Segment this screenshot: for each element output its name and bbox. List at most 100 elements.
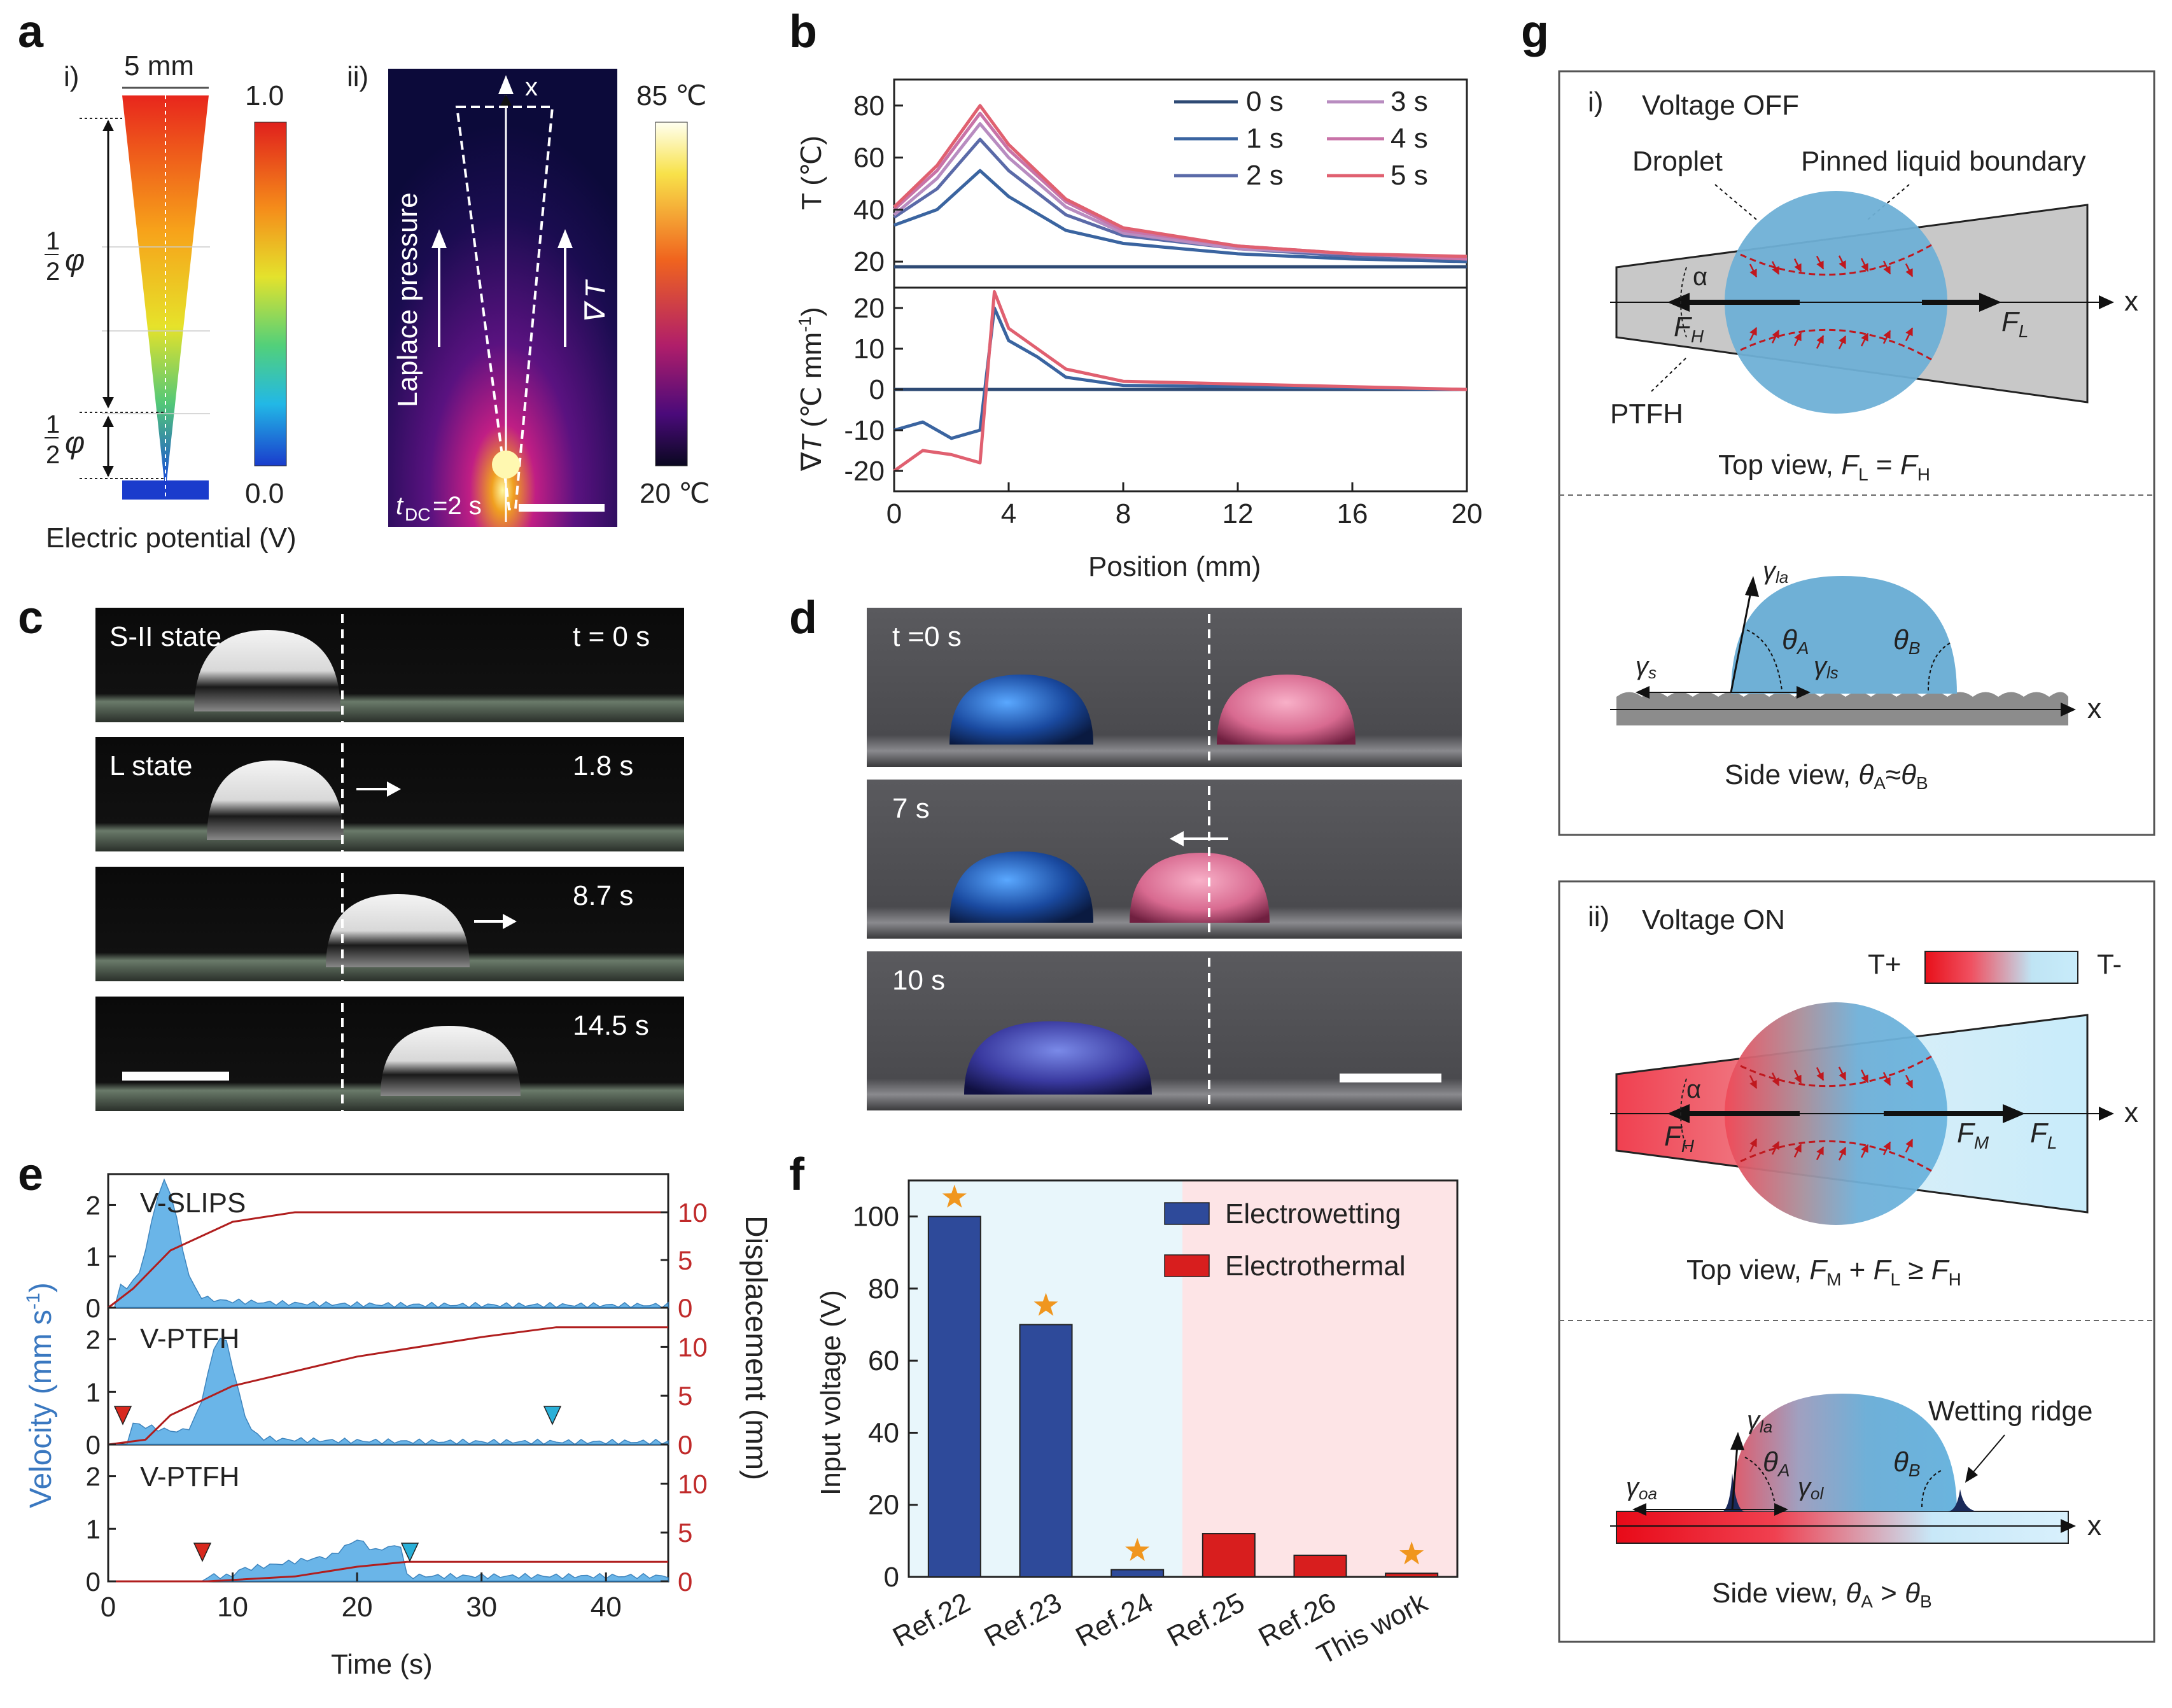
x-axis-arrowhead (2061, 703, 2076, 717)
category-label-1: Ref.23 (979, 1587, 1067, 1653)
theta-b-on-main: θ (1893, 1446, 1909, 1478)
chart-b-top-ylabel: T (℃) (796, 136, 827, 210)
legend-label-1: 1 s (1246, 123, 1284, 154)
chart-f-ylabel: Input voltage (V) (815, 1290, 846, 1495)
y-tick-label: 0 (869, 374, 885, 405)
droplet-merged (964, 1021, 1152, 1095)
side-view-ii-gt: > (1873, 1578, 1905, 1609)
legend-swatch-electrothermal (1164, 1254, 1210, 1277)
y-tick-label: -10 (844, 415, 885, 446)
gamma-ol-g: γ (1798, 1473, 1812, 1501)
start-marker (113, 1406, 132, 1425)
thermal-max: 85 ℃ (636, 80, 707, 111)
left-tick-label: 0 (86, 1430, 101, 1460)
panel-label-e: e (18, 1149, 43, 1200)
wetting-ridge-label: Wetting ridge (1928, 1396, 2092, 1427)
photo-d-1-label: 7 s (892, 793, 930, 824)
bar-4 (1293, 1555, 1347, 1578)
displacement-line-0 (108, 1211, 668, 1309)
ylabel-close: ) (796, 307, 827, 316)
y-tick-label: -20 (844, 456, 885, 487)
right-tick-label: 10 (678, 1332, 708, 1362)
droplet-pink (1130, 853, 1270, 923)
phi-den-1: 2 (46, 258, 60, 286)
pin-arrow-top (1882, 1072, 1891, 1086)
alpha-arc (1680, 267, 1687, 338)
phi-sym-1: φ (65, 244, 85, 277)
fh-on-main: F (1664, 1121, 1683, 1152)
force-fh-head (1667, 1104, 1690, 1123)
theta-a-label-on: θA (1763, 1446, 1790, 1480)
potential-colorbar (254, 122, 287, 466)
x-tick-label: 40 (591, 1592, 622, 1623)
theta-b-arc (1928, 642, 1951, 691)
pinning-arrows-on (1749, 1067, 1914, 1161)
y-tick-label: 0 (884, 1562, 899, 1593)
side-view-ii-t2: θ (1905, 1578, 1920, 1609)
panel-label-a: a (18, 6, 44, 57)
scale-bar-d (1340, 1074, 1441, 1082)
photo-d-2-label: 10 s (892, 965, 945, 996)
left-tick-label: 2 (86, 1325, 101, 1355)
g-ptfh-label: PTFH (1610, 398, 1683, 430)
x-label-side: x (2087, 693, 2101, 724)
gamma-oa-sub: oa (1639, 1484, 1657, 1503)
panel-a-sub-i: i) (64, 61, 79, 92)
top-view-ii-fm: F (1809, 1254, 1828, 1285)
chart-b-bottom-series (893, 290, 1468, 473)
motion-arrowhead (387, 781, 401, 797)
gamma-ls-label: γls (1814, 652, 1839, 682)
right-tick-label: 0 (678, 1293, 692, 1323)
droplet-c (326, 894, 470, 967)
x-tick-label: 20 (342, 1592, 373, 1623)
temp-colorbar (1924, 951, 2078, 984)
gamma-la-arrow (1731, 1444, 1739, 1510)
side-view-i-t1: θ (1858, 759, 1874, 790)
pin-arrow-top (1749, 1075, 1758, 1089)
gamma-oa-label: γoa (1626, 1473, 1657, 1503)
top-view-ii-fh: F (1931, 1254, 1950, 1285)
top-view-i-f2: F (1900, 449, 1919, 480)
right-tick-label: 0 (678, 1567, 692, 1597)
gamma-s-sub: s (1648, 663, 1657, 682)
top-view-ii-fh-sub: H (1949, 1270, 1961, 1289)
gamma-la-on-sub: la (1760, 1417, 1772, 1436)
panel-a: i) 5 mm 1 2 φ 1 2 φ 1.0 0.0 Electric pot… (45, 50, 710, 554)
theta-b-label-on: θB (1893, 1446, 1921, 1480)
pin-arrow-top (1838, 255, 1847, 269)
grad-label: ∇ T (580, 279, 611, 325)
legend-label-2: 2 s (1246, 160, 1284, 191)
panel-label-g: g (1521, 6, 1549, 57)
category-label-2: Ref.24 (1070, 1587, 1158, 1653)
g-side-view-i: Side view, θA≈θB (1725, 759, 1928, 793)
photo-d-2: 10 s (867, 951, 1462, 1110)
phi-den-2: 2 (46, 441, 60, 469)
right-tick-label: 5 (678, 1381, 692, 1411)
x-tick-label: 10 (217, 1592, 248, 1623)
substrate-on (1616, 1511, 2069, 1544)
left-tick-label: 0 (86, 1293, 101, 1323)
top-view-ii-fm-sub: M (1826, 1270, 1841, 1289)
category-label-0: Ref.22 (888, 1587, 975, 1653)
x-tick-label: 4 (1001, 498, 1016, 529)
phi-sym-2: φ (65, 426, 85, 460)
y-tick-label: 80 (853, 90, 885, 122)
photo-c-1-right: 1.8 s (573, 750, 633, 781)
chart-e-title-0: V-SLIPS (140, 1187, 246, 1219)
end-marker (543, 1406, 562, 1425)
thermal-min: 20 ℃ (640, 478, 710, 509)
photo-c-bg (95, 608, 684, 722)
gamma-ls-head (1797, 686, 1811, 699)
pin-arrow-top (1816, 1067, 1825, 1081)
potential-base (122, 480, 209, 500)
force-fh-head (1667, 293, 1690, 312)
g-ii-box (1558, 880, 2155, 1643)
y-tick-label: 20 (853, 293, 885, 324)
bar-0 (927, 1215, 981, 1578)
bar-5 (1385, 1572, 1439, 1578)
legend-label-4: 4 s (1391, 123, 1428, 154)
droplet-blue (949, 851, 1093, 923)
leader-line (1714, 184, 1757, 220)
theta-b-on-sub: B (1909, 1460, 1921, 1480)
ylabel-left-close: ) (24, 1282, 58, 1292)
